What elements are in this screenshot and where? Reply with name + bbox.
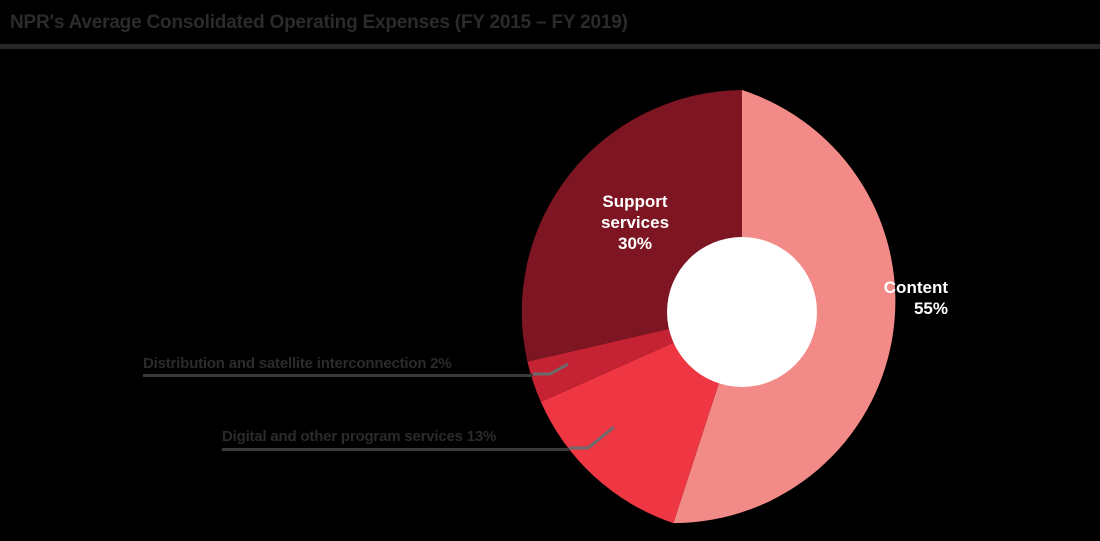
callout-underline-distribution (143, 374, 533, 377)
callout-label-distribution: Distribution and satellite interconnecti… (143, 355, 452, 372)
leader-line-digital (569, 425, 615, 450)
leader-line-distribution (533, 362, 569, 376)
page-title: NPR's Average Consolidated Operating Exp… (10, 12, 628, 33)
title-divider (0, 44, 1100, 49)
callout-label-digital: Digital and other program services 13% (222, 428, 497, 445)
donut-hole (667, 237, 817, 387)
chart-header: NPR's Average Consolidated Operating Exp… (0, 0, 1100, 49)
callout-underline-digital (222, 448, 569, 451)
donut-chart-svg (521, 90, 896, 524)
donut-chart: Support services 30% Content 55% Distrib… (0, 49, 1100, 541)
